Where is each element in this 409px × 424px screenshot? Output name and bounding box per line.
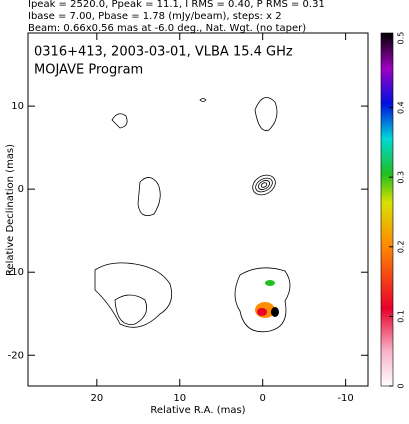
pol-blob xyxy=(257,308,267,316)
x-axis-label: Relative R.A. (mas) xyxy=(150,405,245,416)
colorbar-tick-label: 0.4 xyxy=(397,101,406,114)
y-axis-label: Relative Declination (mas) xyxy=(5,144,16,276)
y-tick-label: 0 xyxy=(18,184,24,195)
plot-title: 0316+413, 2003-03-01, VLBA 15.4 GHz xyxy=(34,45,293,60)
y-tick-label: -20 xyxy=(8,350,24,361)
colorbar-tick-label: 0.1 xyxy=(397,310,406,323)
x-tick-label: 20 xyxy=(90,393,103,404)
colorbar xyxy=(380,32,394,387)
x-tick-label: -10 xyxy=(337,393,353,404)
header-line: Ipeak = 2520.0, Ppeak = 11.1, I RMS = 0.… xyxy=(28,0,325,10)
contours xyxy=(94,97,291,333)
colorbar-tick-label: 0 xyxy=(397,383,406,388)
pol-blob xyxy=(271,307,279,317)
x-tick-label: 10 xyxy=(173,393,186,404)
header-line: Ibase = 7.00, Pbase = 1.78 (mJy/beam), s… xyxy=(28,11,282,22)
y-tick-label: 10 xyxy=(11,101,24,112)
x-tick-label: 0 xyxy=(259,393,265,404)
header-line: Beam: 0.66x0.56 mas at -6.0 deg., Nat. W… xyxy=(28,23,306,34)
colorbar-tick-label: 0.5 xyxy=(397,32,406,45)
plot-frame xyxy=(27,32,369,387)
colorbar-tick-label: 0.3 xyxy=(397,171,406,184)
plot-subtitle: MOJAVE Program xyxy=(34,63,143,78)
pol-blob xyxy=(265,280,275,286)
y-tick-label: -10 xyxy=(8,267,24,278)
colorbar-tick-label: 0.2 xyxy=(397,240,406,253)
